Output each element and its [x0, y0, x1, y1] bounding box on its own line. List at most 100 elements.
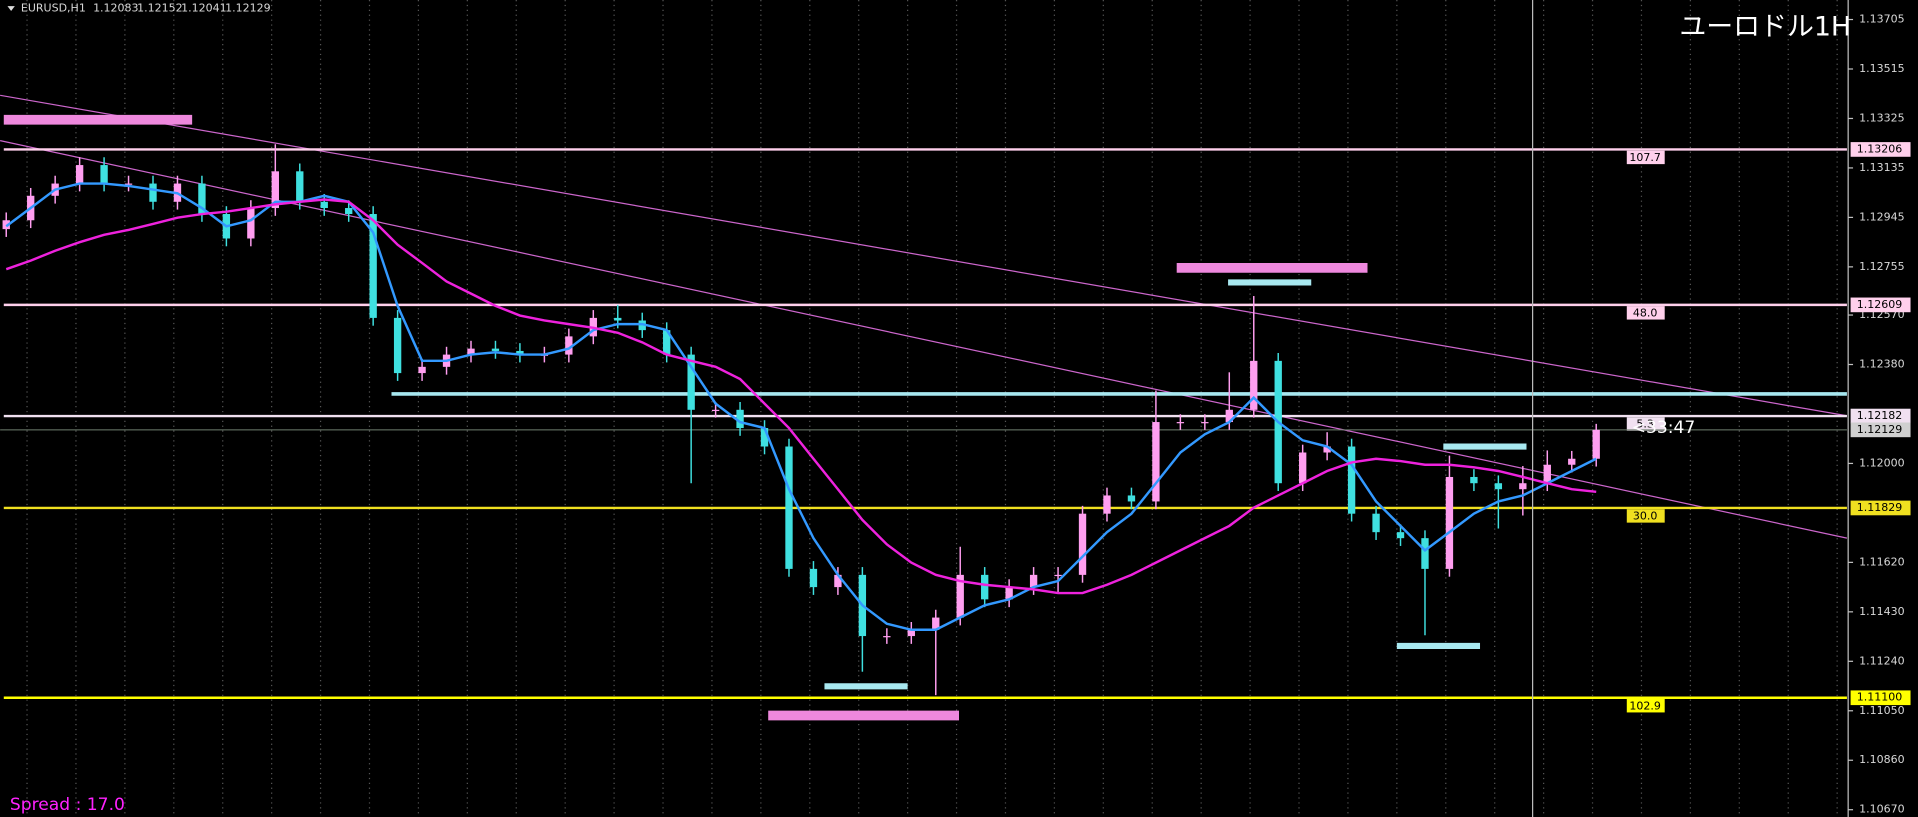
candle-body: [883, 636, 891, 638]
candle-body: [296, 171, 304, 202]
header-open: 1.12083: [93, 2, 139, 15]
spread: Spread : 17.0: [10, 795, 125, 815]
y-tick-label: 1.10860: [1859, 753, 1904, 766]
symbol: EURUSD,H1: [21, 2, 86, 15]
grid: [26, 0, 1838, 817]
candle-body: [1494, 483, 1503, 490]
header: EURUSD,H1 1.12083 1.12152 1.12041 1.1212…: [7, 2, 271, 15]
candle-body: [1372, 513, 1380, 533]
candle-body: [75, 165, 84, 184]
candle-body: [247, 208, 255, 239]
y-tick-label: 1.11050: [1859, 704, 1904, 717]
level-distance: 30.0: [1633, 510, 1658, 523]
candle-body: [1543, 464, 1551, 484]
candle-body: [614, 317, 622, 321]
level-distance: 5.3: [1636, 418, 1654, 431]
y-tick-label: 1.13325: [1859, 111, 1904, 124]
candle-body: [345, 208, 353, 215]
candle-body: [1029, 574, 1038, 588]
candle-body: [149, 183, 157, 202]
candle-body: [1225, 409, 1233, 423]
candle-body: [100, 165, 108, 184]
candle-body: [1445, 476, 1454, 569]
y-tick-label: 1.12380: [1859, 357, 1904, 370]
price-axis: 1.13705 1.13515 1.13325 1.13135 1.12945 1.127…: [1848, 13, 1911, 816]
level-price-box: [1850, 690, 1911, 706]
level-distance: 102.9: [1629, 699, 1661, 712]
candle-body: [491, 348, 500, 351]
candle-body: [1127, 495, 1136, 502]
candle-body: [198, 183, 206, 215]
chart-title: ユーロドル1H: [1679, 12, 1851, 43]
header-high: 1.12152: [137, 2, 183, 15]
menu-arrow: [7, 6, 15, 12]
candle-body: [1347, 446, 1356, 514]
level-price-label: 1.12182: [1857, 409, 1902, 422]
level-tag-box: [1626, 698, 1665, 713]
candle-body: [1078, 513, 1087, 575]
level-price-box: [1850, 408, 1911, 424]
candle-body: [418, 366, 426, 374]
candle-body: [1568, 458, 1576, 465]
candle-body: [1176, 422, 1185, 424]
level-distance: 107.7: [1629, 151, 1661, 164]
plot-area: 107.7 48.0 5.3 30.0 102.9: [0, 94, 1848, 721]
moving-average: [5, 198, 1597, 595]
candle-body: [1103, 495, 1111, 514]
candle-body: [1396, 532, 1405, 539]
candle-body: [320, 201, 328, 209]
y-tick-label: 1.13515: [1859, 62, 1904, 75]
candle-body: [809, 568, 818, 588]
y-tick-label: 1.12755: [1859, 260, 1904, 273]
candle-body: [907, 629, 915, 637]
y-tick-label: 1.11620: [1859, 555, 1904, 568]
level-price-label: 1.11829: [1857, 501, 1902, 514]
level-price-box: [1850, 500, 1911, 516]
candle-body: [1592, 429, 1600, 459]
y-tick-label: 1.12945: [1859, 210, 1904, 223]
level-price-box: [1850, 142, 1911, 157]
y-tick-label: 1.12000: [1859, 456, 1904, 469]
level-tag-box: [1626, 150, 1665, 165]
candle-body: [467, 348, 475, 355]
y-tick-label: 1.11240: [1859, 654, 1904, 667]
candle-body: [711, 409, 720, 412]
candle-body: [516, 350, 524, 355]
candle-body: [393, 317, 402, 374]
candle-body: [956, 574, 964, 618]
current-price-label: 1.12129: [1857, 423, 1902, 436]
candle-body: [1519, 483, 1527, 490]
level-price-label: 1.12609: [1857, 298, 1902, 311]
level-tag-box: [1626, 509, 1665, 523]
level-tag-box: [1626, 306, 1665, 320]
level-tag-box: [1626, 417, 1665, 431]
level-price-box: [1850, 297, 1911, 313]
trendline: [0, 139, 1848, 539]
level-distance: 48.0: [1633, 306, 1658, 319]
y-tick-label: 1.10670: [1859, 803, 1904, 816]
candle-body: [1470, 476, 1478, 484]
candle-body: [1299, 452, 1307, 484]
header-low: 1.12041: [181, 2, 226, 15]
candle-body: [981, 574, 989, 600]
y-tick-label: 1.11430: [1859, 605, 1904, 618]
candle-body: [932, 617, 940, 630]
candle-body: [760, 428, 769, 447]
candle-body: [124, 183, 133, 185]
candle-body: [1250, 360, 1258, 410]
candle-body: [1152, 422, 1160, 502]
y-tick-label: 1.13135: [1859, 161, 1904, 174]
bar-timer: <33:47: [1632, 418, 1696, 438]
current-price-box: [1850, 422, 1911, 438]
candle-body: [1323, 446, 1331, 453]
candle-body: [565, 336, 573, 355]
candle-body: [1421, 538, 1429, 569]
candle-body: [1201, 422, 1209, 424]
candle-body: [271, 171, 279, 209]
candle-body: [834, 574, 842, 588]
level-price-label: 1.11100: [1857, 691, 1902, 704]
header-close: 1.12129: [225, 2, 271, 15]
candle-body: [1054, 574, 1062, 577]
